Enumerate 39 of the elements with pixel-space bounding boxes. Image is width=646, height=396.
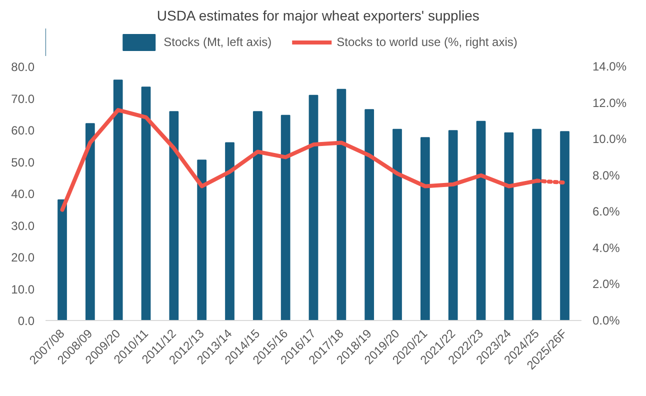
y2-tick-label: 0.0% [592, 314, 620, 328]
bar [252, 111, 262, 320]
y2-tick-label: 4.0% [592, 240, 620, 255]
y-tick-label: 40.0 [11, 187, 35, 201]
bar [280, 114, 290, 320]
bar [197, 160, 207, 320]
bar [532, 128, 542, 320]
bar [141, 86, 151, 320]
y2-tick-label: 8.0% [592, 168, 620, 182]
y2-tick-label: 12.0% [592, 96, 627, 110]
bar [420, 137, 430, 320]
bar [364, 109, 374, 320]
y-tick-label: 20.0 [11, 250, 35, 264]
bar [308, 94, 318, 320]
bar [448, 130, 458, 320]
bar [225, 142, 234, 320]
bar [336, 88, 346, 320]
y2-tick-label: 2.0% [592, 277, 620, 292]
chart-title: USDA estimates for major wheat exporters' supplies [156, 8, 480, 24]
legend-label: Stocks to world use (%, right axis) [336, 35, 518, 49]
y-tick-label: 10.0 [11, 282, 35, 296]
y2-tick-label: 6.0% [592, 204, 620, 219]
bar [560, 131, 570, 320]
y-tick-label: 70.0 [11, 92, 35, 106]
bar [392, 128, 402, 320]
bar [85, 123, 95, 320]
y-tick-label: 80.0 [11, 60, 35, 74]
y-tick-label: 60.0 [11, 124, 35, 138]
bar [169, 111, 179, 320]
bar [113, 80, 123, 320]
bar [476, 120, 486, 320]
y-tick-label: 50.0 [11, 155, 35, 170]
y2-tick-label: 14.0% [592, 60, 627, 74]
legend-label: Stocks (Mt, left axis) [164, 35, 272, 49]
y2-tick-label: 10.0% [592, 132, 627, 146]
y-tick-label: 0.0 [18, 314, 35, 328]
y-tick-label: 30.0 [11, 218, 35, 233]
bar [504, 132, 514, 320]
bar [58, 199, 67, 320]
